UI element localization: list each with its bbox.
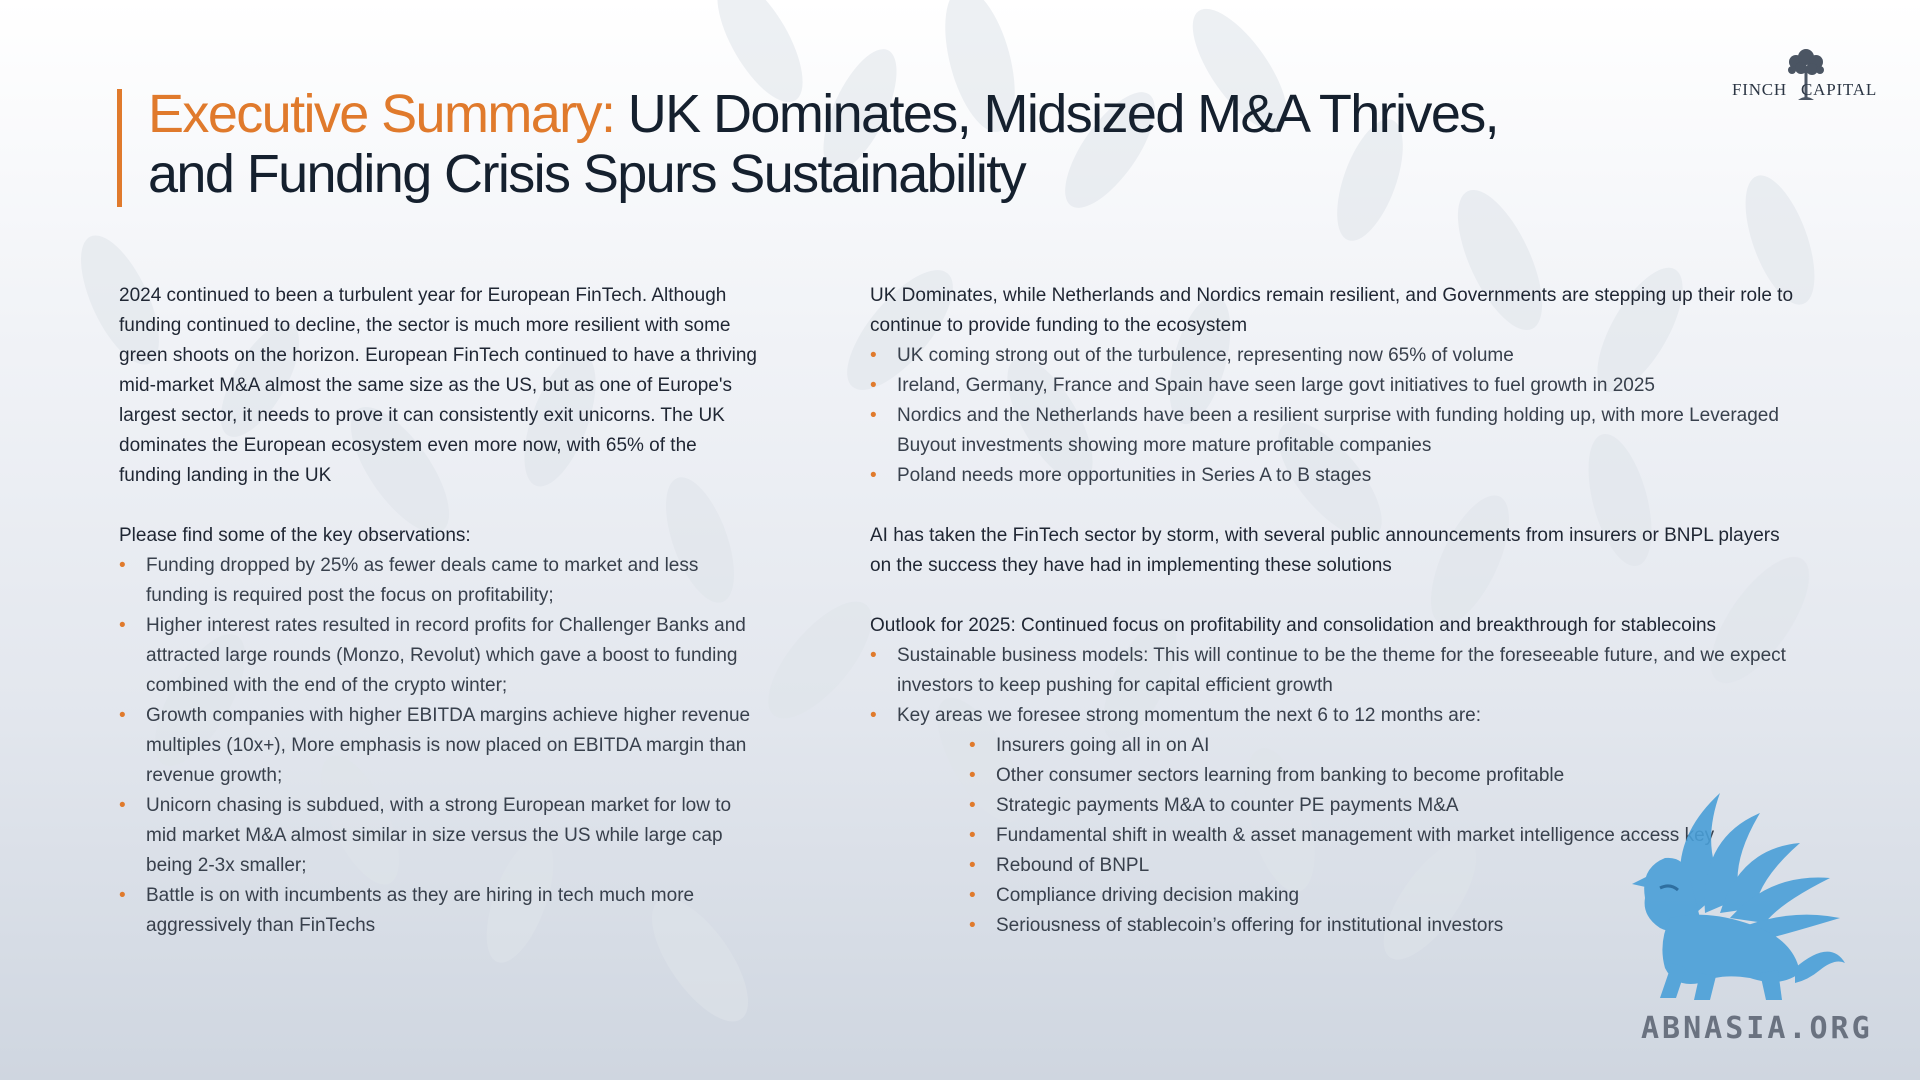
outlook-heading: Outlook for 2025: Continued focus on pro…	[870, 615, 1717, 636]
list-item: Strategic payments M&A to counter PE pay…	[969, 791, 1800, 821]
list-item: Insurers going all in on AI	[969, 731, 1800, 761]
intro-paragraph: 2024 continued to been a turbulent year …	[119, 285, 757, 486]
list-item: Unicorn chasing is subdued, with a stron…	[119, 791, 759, 881]
list-item: Compliance driving decision making	[969, 881, 1800, 911]
list-item: Battle is on with incumbents as they are…	[119, 881, 759, 941]
ai-paragraph: AI has taken the FinTech sector by storm…	[870, 525, 1780, 576]
watermark-text: ABNASIA.ORG	[1641, 1011, 1873, 1046]
list-item: UK coming strong out of the turbulence, …	[870, 341, 1800, 371]
page-title: Executive Summary: UK Dominates, Midsize…	[148, 84, 1648, 204]
momentum-areas-list: Insurers going all in on AI Other consum…	[870, 731, 1800, 941]
tree-icon	[1788, 49, 1824, 100]
title-text-line2: and Funding Crisis Spurs Sustainability	[148, 144, 1027, 204]
list-item: Growth companies with higher EBITDA marg…	[119, 701, 759, 791]
spacer	[119, 491, 759, 521]
uk-heading: UK Dominates, while Netherlands and Nord…	[870, 285, 1794, 336]
list-item: Rebound of BNPL	[969, 851, 1800, 881]
list-item: Ireland, Germany, France and Spain have …	[870, 371, 1800, 401]
list-item: Funding dropped by 25% as fewer deals ca…	[119, 551, 759, 611]
right-column: UK Dominates, while Netherlands and Nord…	[870, 281, 1800, 941]
uk-points-list: UK coming strong out of the turbulence, …	[870, 341, 1800, 491]
title-text-line1: UK Dominates, Midsized M&A Thrives,	[627, 84, 1500, 144]
outlook-points-list: Sustainable business models: This will c…	[870, 641, 1800, 731]
title-accent-text: Executive Summary:	[148, 84, 616, 144]
list-item: Fundamental shift in wealth & asset mana…	[969, 821, 1800, 851]
list-item: Sustainable business models: This will c…	[870, 641, 1800, 701]
list-item: Other consumer sectors learning from ban…	[969, 761, 1800, 791]
list-item: Seriousness of stablecoin’s offering for…	[969, 911, 1800, 941]
title-accent-bar	[117, 89, 122, 207]
list-item: Nordics and the Netherlands have been a …	[870, 401, 1800, 461]
list-item: Key areas we foresee strong momentum the…	[870, 701, 1800, 731]
list-item: Poland needs more opportunities in Serie…	[870, 461, 1800, 491]
logo-word-capital: CAPITAL	[1801, 80, 1878, 99]
observations-heading: Please find some of the key observations…	[119, 525, 471, 546]
logo-word-finch: FINCH	[1732, 80, 1788, 99]
left-column: 2024 continued to been a turbulent year …	[119, 281, 759, 941]
spacer	[870, 491, 1800, 521]
finch-capital-logo: FINCH CAPITAL	[1728, 48, 1878, 102]
list-item: Higher interest rates resulted in record…	[119, 611, 759, 701]
observations-list: Funding dropped by 25% as fewer deals ca…	[119, 551, 759, 941]
spacer	[870, 581, 1800, 611]
